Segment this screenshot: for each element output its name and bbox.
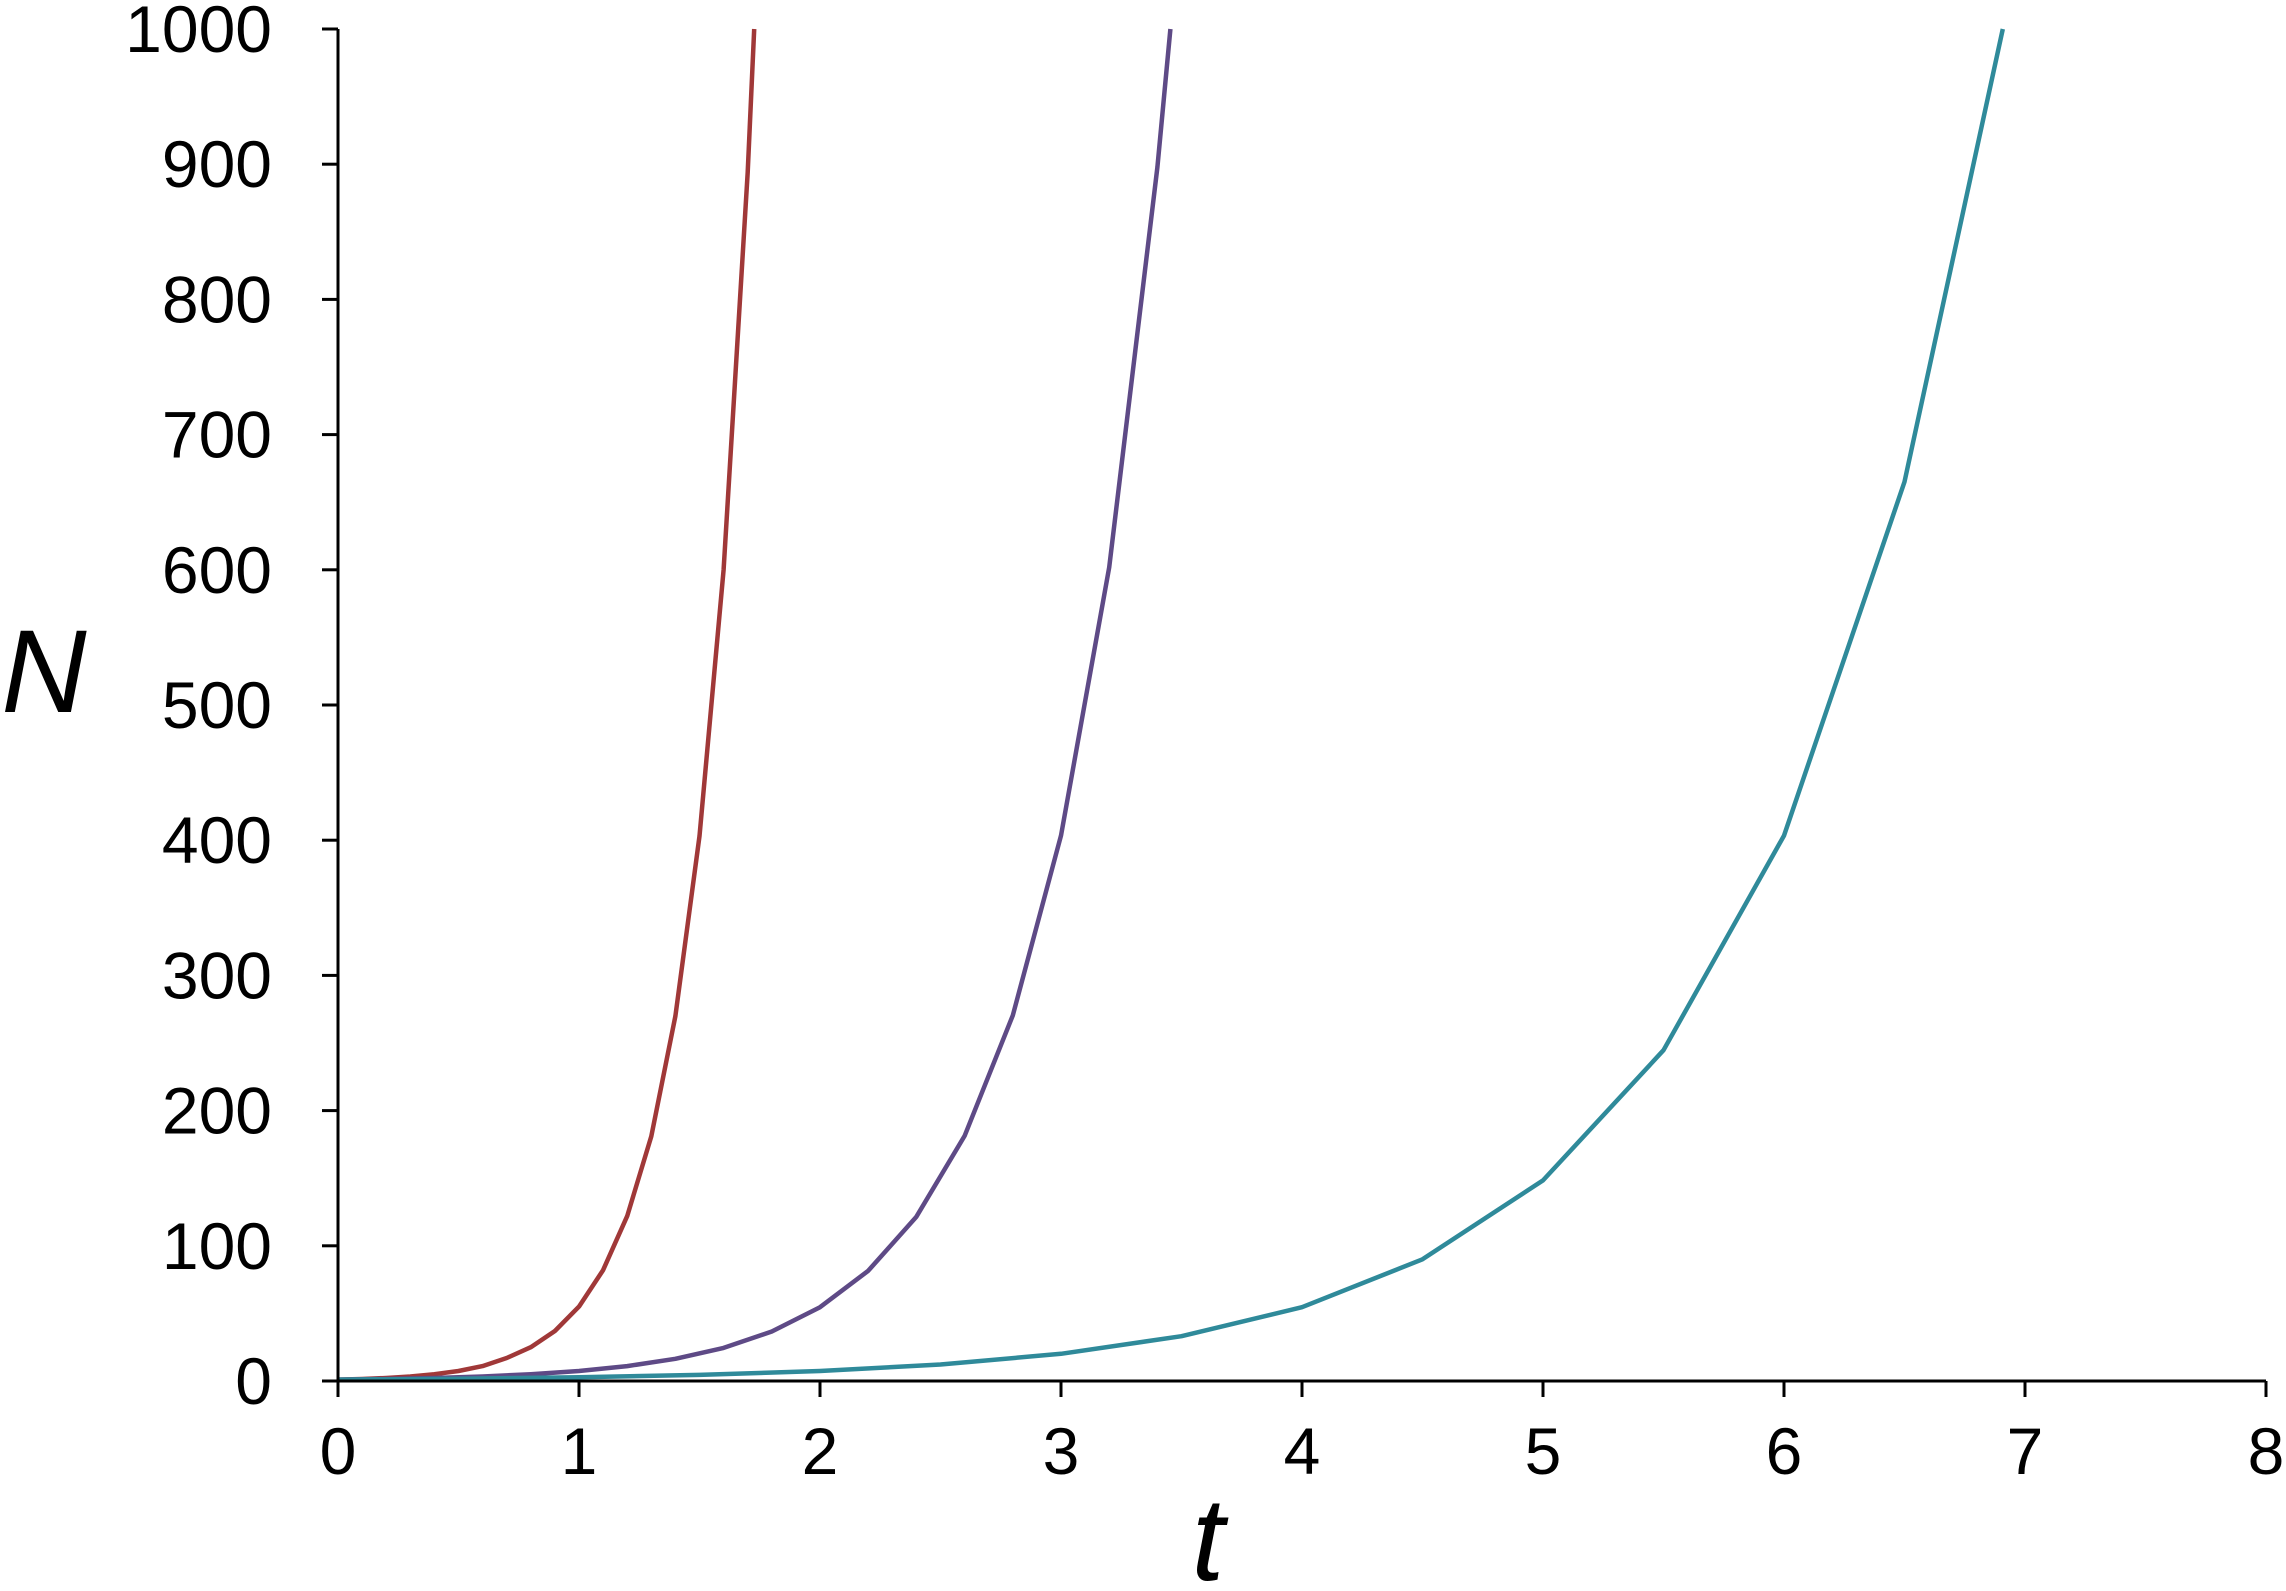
x-tick-label: 8 bbox=[2248, 1414, 2285, 1488]
series-group bbox=[337, 28, 2005, 1382]
y-tick-label: 300 bbox=[162, 938, 272, 1012]
y-tick-label: 200 bbox=[162, 1074, 272, 1148]
y-axis-ticks: 0 100 200 300 400 500 600 700 800 900 1000 bbox=[125, 0, 338, 1418]
x-tick-label: 3 bbox=[1043, 1414, 1080, 1488]
y-tick-label: 100 bbox=[162, 1209, 272, 1283]
y-tick-label: 800 bbox=[162, 262, 272, 336]
series-line-2 bbox=[337, 28, 1173, 1382]
y-tick-label: 500 bbox=[162, 668, 272, 742]
x-tick-label: 7 bbox=[2007, 1414, 2044, 1488]
y-tick-label: 400 bbox=[162, 803, 272, 877]
x-tick-label: 2 bbox=[802, 1414, 839, 1488]
y-axis-title: N bbox=[1, 606, 87, 738]
y-tick-label: 0 bbox=[235, 1344, 272, 1418]
x-axis-title: t bbox=[1192, 1474, 1229, 1591]
x-tick-label: 5 bbox=[1525, 1414, 1562, 1488]
x-tick-label: 6 bbox=[1766, 1414, 1803, 1488]
series-line-3 bbox=[337, 28, 2005, 1382]
series-line-1 bbox=[337, 28, 757, 1382]
y-tick-label: 900 bbox=[162, 127, 272, 201]
y-tick-label: 600 bbox=[162, 533, 272, 607]
y-tick-label: 700 bbox=[162, 398, 272, 472]
y-tick-label: 1000 bbox=[125, 0, 272, 66]
x-tick-label: 1 bbox=[561, 1414, 598, 1488]
x-axis-ticks: 0 1 2 3 4 5 6 7 8 bbox=[320, 1381, 2285, 1488]
x-tick-label: 4 bbox=[1284, 1414, 1321, 1488]
x-tick-label: 0 bbox=[320, 1414, 357, 1488]
